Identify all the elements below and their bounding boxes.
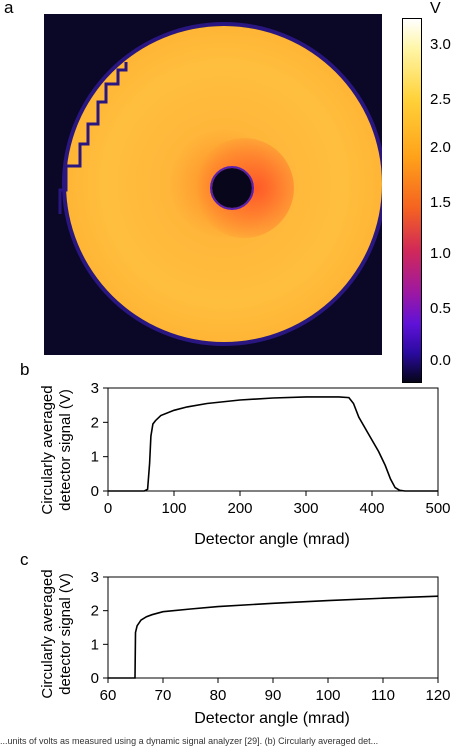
plot-frame <box>107 576 439 679</box>
x-tick-label: 110 <box>371 687 395 704</box>
colorbar-tick: 3.0 <box>430 36 451 53</box>
y-tick-label: 3 <box>91 380 99 397</box>
y-tick-label: 2 <box>91 414 99 431</box>
y-tick-label: 1 <box>91 636 99 653</box>
x-tick-label: 90 <box>265 687 282 704</box>
detector-map-svg <box>44 14 386 355</box>
colorbar-tick: 1.5 <box>430 194 451 211</box>
y-axis-label-line1: Circularly averaged <box>39 385 56 514</box>
x-tick-label: 100 <box>161 500 186 517</box>
x-axis-label: Detector angle (mrad) <box>194 710 350 727</box>
series-line <box>108 396 438 492</box>
y-tick-label: 3 <box>91 569 99 586</box>
panel-label-a: a <box>4 0 14 17</box>
colorbar-tick: 0.0 <box>430 352 451 369</box>
x-tick-label: 0 <box>104 500 112 517</box>
x-tick-label: 100 <box>315 687 340 704</box>
chart-b: Circularly averaged detector signal (V) … <box>39 380 451 548</box>
ring-notches <box>58 62 128 214</box>
y-tick-label: 2 <box>91 603 99 620</box>
colorbar-tick: 0.5 <box>430 300 451 317</box>
x-tick-label: 60 <box>100 687 117 704</box>
series-line <box>108 595 439 679</box>
inner-hole-edge <box>210 166 254 210</box>
x-tick-label: 120 <box>425 687 450 704</box>
x-tick-label: 200 <box>227 500 252 517</box>
inner-hole <box>213 169 251 207</box>
y-axis-label-line2: detector signal (V) <box>57 389 74 511</box>
x-axis-label: Detector angle (mrad) <box>194 531 350 548</box>
x-tick-label: 300 <box>293 500 318 517</box>
x-tick-label: 70 <box>155 687 172 704</box>
colorbar-tick: 1.0 <box>430 245 451 262</box>
x-tick-label: 80 <box>210 687 227 704</box>
colorbar-tick: 2.0 <box>430 139 451 156</box>
x-tick-label: 500 <box>425 500 450 517</box>
y-axis-label-line2: detector signal (V) <box>57 573 74 695</box>
y-axis-label-line1: Circularly averaged <box>39 569 56 698</box>
detector-map-image <box>44 14 386 355</box>
x-tick-label: 400 <box>359 500 384 517</box>
plot-frame <box>107 387 439 492</box>
colorbar-unit: V <box>430 0 441 17</box>
colorbar-tick: 2.5 <box>430 91 451 108</box>
figure-caption-fragment: ...units of volts as measured using a dy… <box>0 736 379 746</box>
chart-c: Circularly averaged detector signal (V) … <box>39 569 451 727</box>
panel-label-c: c <box>20 550 29 569</box>
y-tick-label: 0 <box>91 670 99 687</box>
y-tick-label: 1 <box>91 449 99 466</box>
panel-label-b: b <box>20 360 30 379</box>
colorbar <box>402 18 422 383</box>
y-tick-label: 0 <box>91 483 99 500</box>
